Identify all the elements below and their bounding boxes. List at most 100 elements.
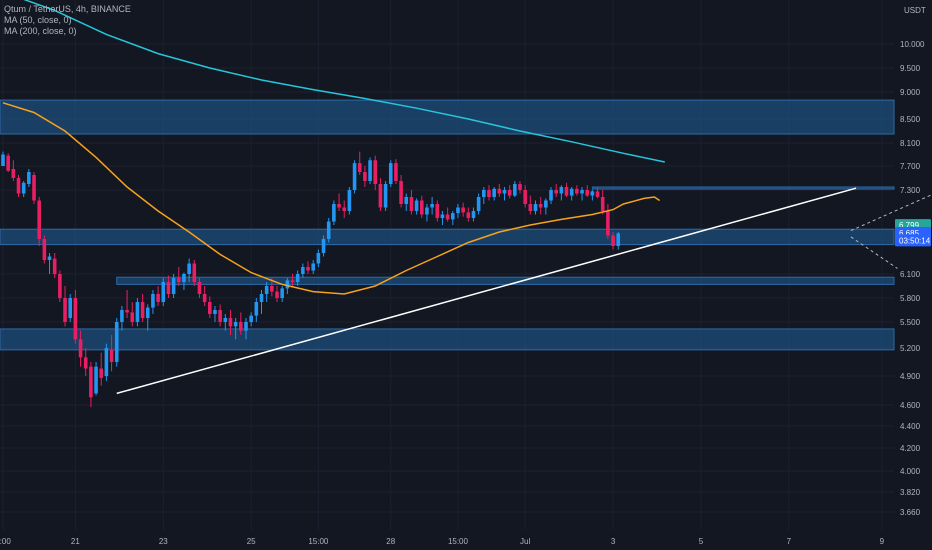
candle-body: [476, 197, 481, 211]
currency-label: USDT: [904, 6, 926, 15]
candle-body: [450, 213, 455, 220]
candle-body: [414, 200, 419, 211]
candle-body: [461, 207, 465, 213]
candle-body: [166, 282, 171, 294]
candle-body: [347, 190, 352, 211]
support-resistance-zone: [0, 328, 895, 351]
candle-body: [275, 291, 279, 298]
candle-body: [585, 190, 590, 196]
candle-body: [239, 322, 243, 331]
candle-body: [404, 197, 409, 204]
moving-averages-layer: [2, 0, 665, 295]
candle-body: [373, 160, 378, 184]
candle-body: [197, 282, 202, 294]
time-tick-label: 5: [699, 537, 704, 546]
candle-body: [47, 256, 52, 260]
price-tag-label: 03:50:14: [899, 236, 931, 245]
candle-body: [63, 298, 67, 322]
price-tick-label: 4.200: [900, 444, 921, 453]
candle-body: [357, 163, 362, 172]
candle-body: [487, 190, 491, 197]
legend-ma200[interactable]: MA (200, close, 0): [4, 26, 77, 36]
candle-body: [332, 204, 336, 222]
candle-body: [342, 207, 347, 211]
candle-body: [399, 181, 403, 204]
candle-body: [295, 274, 300, 282]
candle-body: [32, 175, 36, 201]
price-tick-label: 5.200: [900, 344, 921, 353]
candle-body: [114, 322, 119, 362]
candle-body: [482, 190, 486, 197]
candle-body: [249, 315, 253, 322]
candle-body: [435, 204, 440, 218]
candle-body: [6, 155, 10, 171]
candle-body: [176, 278, 181, 282]
candle-body: [326, 221, 331, 239]
candle-body: [120, 310, 124, 322]
candle-body: [140, 302, 145, 318]
price-tag-label: 6.799: [899, 221, 920, 230]
candle-body: [1, 154, 5, 166]
candle-body: [233, 322, 238, 327]
candle-body: [94, 366, 98, 394]
legend-symbol[interactable]: Qtum / TetherUS, 4h, BINANCE: [4, 4, 131, 14]
support-resistance-zone: [116, 276, 895, 285]
candle-body: [507, 190, 512, 196]
candle-body: [223, 318, 228, 322]
candle-body: [187, 263, 191, 274]
candle-body: [42, 239, 47, 260]
candle-body: [27, 172, 31, 184]
price-tag-label: 6.685: [899, 229, 920, 238]
candle-body: [430, 204, 434, 208]
time-tick-label: 7: [787, 537, 792, 546]
candle-body: [502, 190, 507, 194]
candle-body: [192, 263, 197, 282]
candle-body: [466, 212, 471, 218]
zones-layer: [0, 99, 895, 351]
price-tick-label: 7.300: [900, 186, 921, 195]
candle-body: [554, 190, 558, 194]
price-tick-label: 3.660: [900, 508, 921, 517]
price-axis[interactable]: 10.000 9.500 9.000 8.500 8.100 7.700 7.300 6.10…: [900, 40, 925, 517]
price-tick-label: 8.500: [900, 115, 921, 124]
candle-body: [321, 239, 326, 253]
candle-body: [104, 348, 109, 376]
candle-body: [280, 288, 284, 298]
chart-legend: Qtum / TetherUS, 4h, BINANCE MA (50, clo…: [4, 4, 131, 37]
price-tick-label: 4.400: [900, 422, 921, 431]
candle-body: [202, 294, 207, 302]
support-resistance-zone: [591, 186, 895, 190]
candle-body: [528, 204, 533, 211]
candle-body: [306, 267, 310, 271]
candle-body: [109, 349, 114, 362]
time-tick-label: 3: [611, 537, 616, 546]
support-resistance-zone: [0, 99, 895, 135]
price-tag: [895, 234, 931, 247]
candle-body: [259, 294, 264, 302]
candle-body: [580, 190, 584, 194]
candle-body: [83, 357, 88, 369]
candle-body: [518, 184, 522, 190]
candle-body: [544, 200, 548, 208]
candle-body: [37, 200, 41, 239]
candle-body: [616, 233, 621, 246]
price-tick-label: 4.000: [900, 467, 921, 476]
candle-body: [21, 182, 26, 194]
price-tick-label: 3.820: [900, 488, 921, 497]
candle-body: [388, 163, 393, 184]
support-resistance-zone: [0, 228, 895, 246]
candle-body: [595, 191, 600, 197]
price-tick-label: 9.000: [900, 88, 921, 97]
candle-body: [89, 366, 93, 398]
price-tick-label: 5.800: [900, 294, 921, 303]
time-tick-label: 21: [71, 537, 80, 546]
candle-body: [285, 280, 290, 289]
candle-body: [301, 267, 305, 274]
legend-ma50[interactable]: MA (50, close, 0): [4, 15, 72, 25]
candle-body: [533, 204, 538, 211]
candle-body: [394, 163, 398, 181]
candle-body: [569, 188, 574, 196]
candle-body: [590, 191, 595, 196]
